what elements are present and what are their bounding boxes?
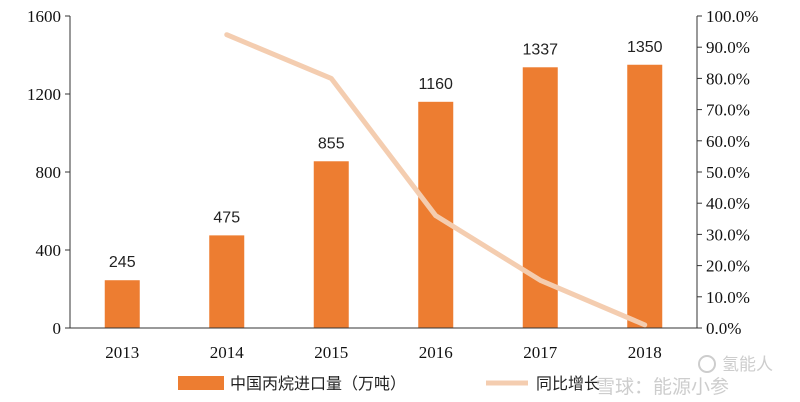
x-tick-label: 2016 [419,343,453,362]
right-tick-label: 10.0% [706,288,750,307]
left-tick-label: 1600 [27,7,61,26]
left-tick-label: 400 [36,241,62,260]
bar [104,280,140,328]
bar [313,161,349,328]
bar-data-label: 855 [318,135,345,152]
right-tick-label: 30.0% [706,225,750,244]
legend-bar-label: 中国丙烷进口量（万吨） [230,374,406,393]
bar-data-labels: 245 475 855 1160 1337 1350 [109,39,663,271]
right-tick-label: 70.0% [706,101,750,120]
bar-series [104,64,663,328]
right-tick-label: 0.0% [706,319,741,338]
bar-data-label: 245 [109,254,136,271]
watermark-line2: 雪球：能源小参 [596,376,729,398]
right-tick-label: 60.0% [706,132,750,151]
left-y-axis: 0 400 800 1200 1600 [27,7,71,338]
legend: 中国丙烷进口量（万吨） 同比增长 [178,374,600,393]
right-tick-label: 40.0% [706,194,750,213]
left-tick-label: 0 [53,319,62,338]
left-tick-label: 800 [36,163,62,182]
x-tick-label: 2013 [105,343,139,362]
x-tick-label: 2015 [314,343,348,362]
x-axis: 2013 2014 2015 2016 2017 2018 [70,327,697,362]
right-tick-label: 80.0% [706,69,750,88]
right-tick-label: 20.0% [706,257,750,276]
watermark: 氢能人 雪球：能源小参 [596,355,773,398]
growth-line-series [224,32,648,328]
bar-data-label: 1160 [419,76,454,93]
right-tick-label: 100.0% [706,7,758,26]
legend-bar-swatch [178,376,224,390]
bar-data-label: 1337 [522,41,558,58]
left-tick-label: 1200 [27,85,61,104]
legend-line-label: 同比增长 [536,374,600,393]
x-tick-label: 2018 [628,343,662,362]
bar [209,235,245,328]
watermark-line1: 氢能人 [722,355,773,375]
bar [627,64,663,328]
right-tick-label: 50.0% [706,163,750,182]
growth-line [224,32,648,328]
right-tick-label: 90.0% [706,38,750,57]
chat-bubble-icon [698,355,716,373]
x-tick-label: 2014 [210,343,245,362]
bar-data-label: 1350 [627,39,663,56]
bar-data-label: 475 [213,209,240,226]
right-y-axis: 0.0% 10.0% 20.0% 30.0% 40.0% 50.0% 60.0% 70.0% 8… [696,7,758,338]
x-tick-label: 2017 [523,343,558,362]
bar [522,67,558,328]
